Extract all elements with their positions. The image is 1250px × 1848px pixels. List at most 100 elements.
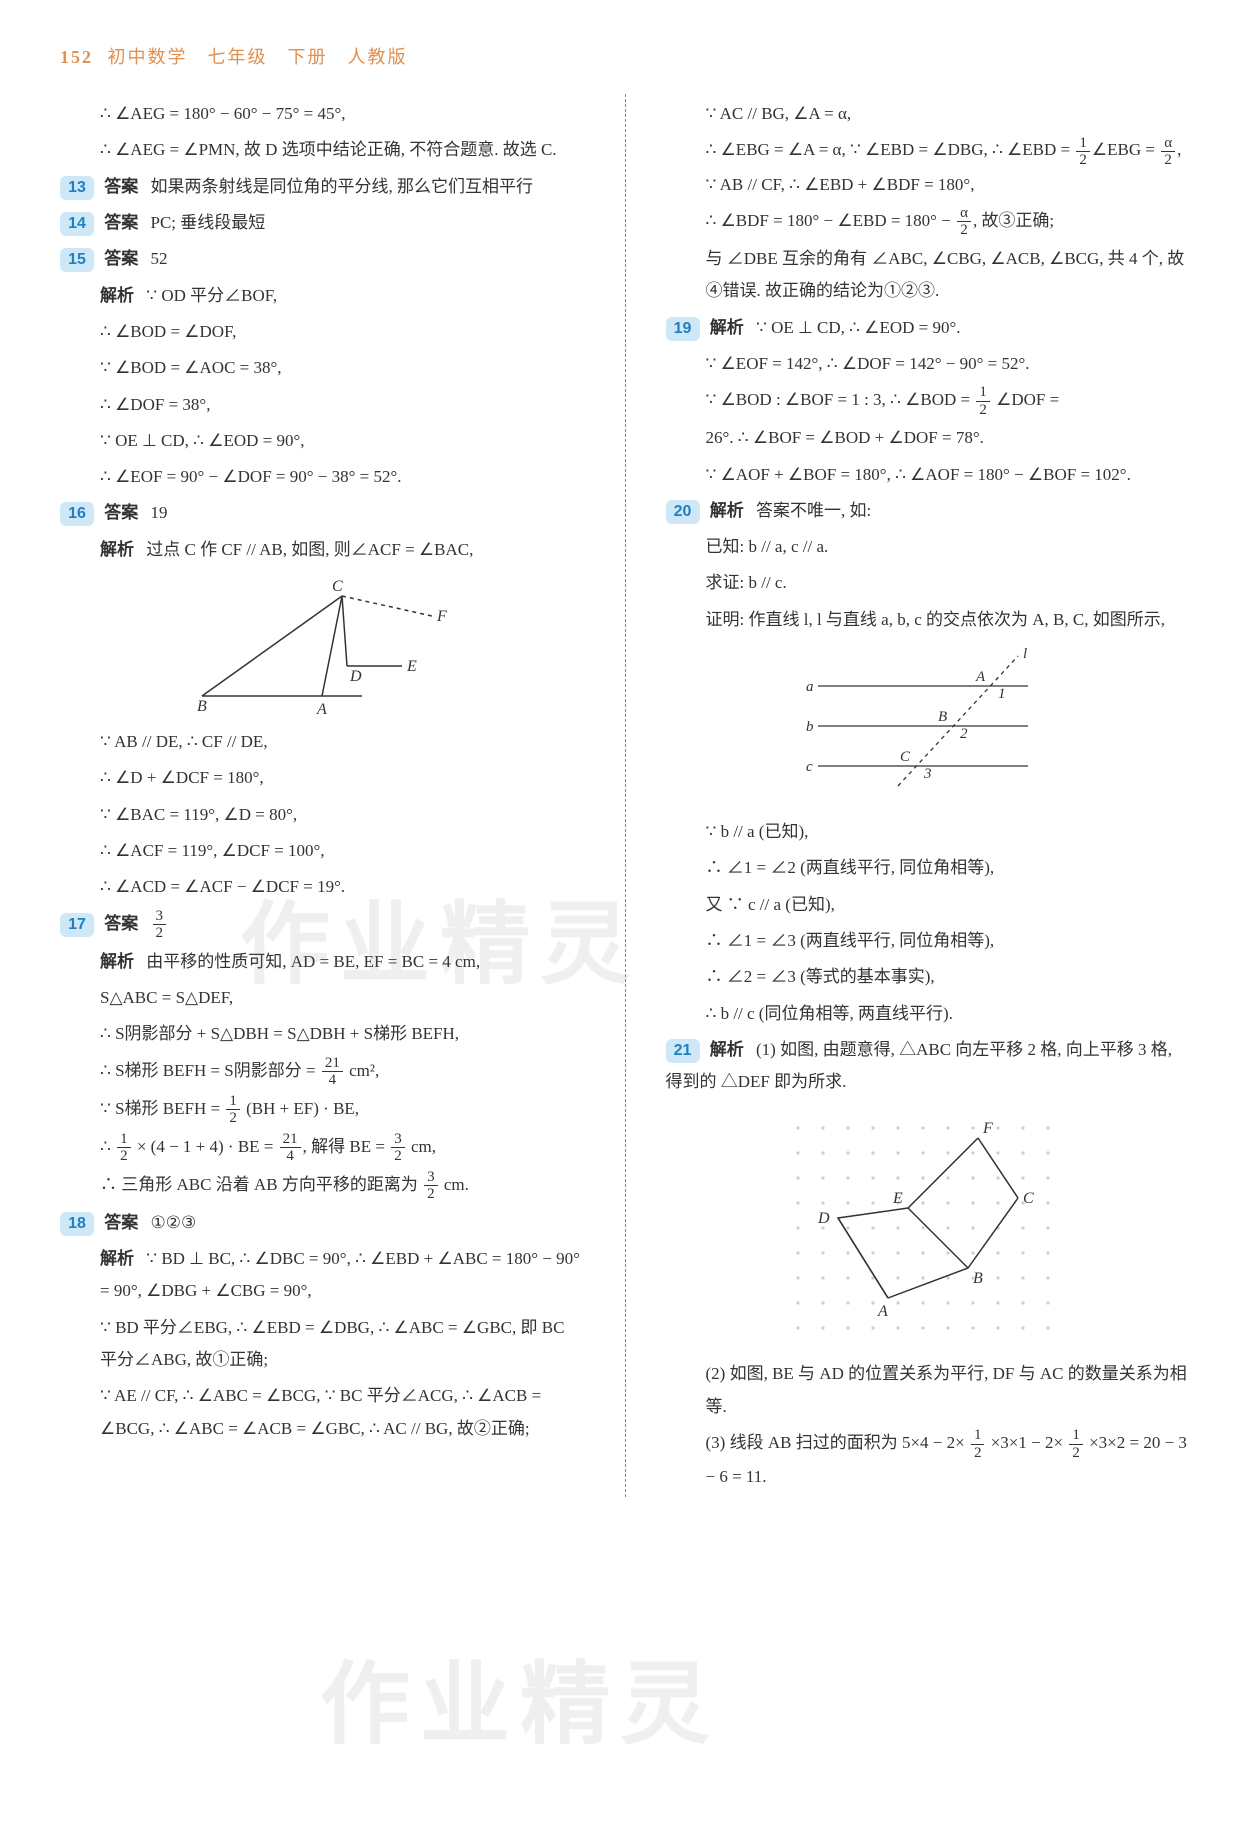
answer-label: 答案 [104, 213, 138, 232]
qnum-badge: 15 [60, 248, 94, 272]
svg-text:F: F [436, 608, 447, 625]
q15-line: ∵ ∠BOD = ∠AOC = 38°, [60, 352, 585, 384]
q20-given: 已知: b // a, c // a. [666, 531, 1191, 563]
svg-text:E: E [892, 1190, 903, 1207]
q18-cont: ∴ ∠EBG = ∠A = α, ∵ ∠EBD = ∠DBG, ∴ ∠EBD =… [666, 134, 1191, 200]
q15-line: ∵ OE ⊥ CD, ∴ ∠EOD = 90°, [60, 425, 585, 457]
q17-line: ∴ S梯形 BEFH = S阴影部分 = 214 cm², [60, 1055, 585, 1089]
q20-line: ∴ b // c (同位角相等, 两直线平行). [666, 998, 1191, 1030]
q14: 14 答案 PC; 垂线段最短 [60, 207, 585, 239]
q17-answer: 17 答案 32 [60, 908, 585, 942]
svg-text:a: a [806, 679, 814, 695]
analysis-label: 解析 [710, 501, 744, 520]
q18-intro: 解析 ∵ BD ⊥ BC, ∴ ∠DBC = 90°, ∴ ∠EBD + ∠AB… [60, 1243, 585, 1308]
q20-line: ∴ ∠2 = ∠3 (等式的基本事实), [666, 961, 1191, 993]
q19-line: ∵ ∠EOF = 142°, ∴ ∠DOF = 142° − 90° = 52°… [666, 348, 1191, 380]
q13: 13 答案 如果两条射线是同位角的平分线, 那么它们互相平行 [60, 171, 585, 203]
page-number: 152 [60, 47, 93, 67]
watermark-2: 作业精灵 [320, 1620, 720, 1791]
answer-label: 答案 [104, 914, 138, 933]
q16-line: ∴ ∠ACF = 119°, ∠DCF = 100°, [60, 835, 585, 867]
page: 作业精灵 作业精灵 152 初中数学 七年级 下册 人教版 ∴ ∠AEG = 1… [60, 40, 1190, 1497]
right-column: ∵ AC // BG, ∠A = α, ∴ ∠EBG = ∠A = α, ∵ ∠… [666, 94, 1191, 1497]
analysis-label: 解析 [710, 318, 744, 337]
page-header: 152 初中数学 七年级 下册 人教版 [60, 40, 1190, 74]
q18-cont: 与 ∠DBE 互余的角有 ∠ABC, ∠CBG, ∠ACB, ∠BCG, 共 4… [666, 243, 1191, 308]
q17-line: ∴ 12 × (4 − 1 + 4) · BE = 214, 解得 BE = 3… [60, 1131, 585, 1165]
qnum-badge: 16 [60, 502, 94, 526]
svg-text:A: A [975, 669, 986, 685]
answer-text: 如果两条射线是同位角的平分线, 那么它们互相平行 [151, 177, 534, 196]
q15-answer: 15 答案 52 [60, 243, 585, 275]
analysis-label: 解析 [100, 952, 134, 971]
svg-text:b: b [806, 719, 814, 735]
q20-proof-intro: 证明: 作直线 l, l 与直线 a, b, c 的交点依次为 A, B, C,… [666, 604, 1191, 636]
q20: 20 解析 答案不唯一, 如: [666, 495, 1191, 527]
q21: 21 解析 (1) 如图, 由题意得, △ABC 向左平移 2 格, 向上平移 … [666, 1034, 1191, 1099]
analysis-label: 解析 [100, 286, 134, 305]
q18-cont: ∴ ∠BDF = 180° − ∠EBD = 180° − α2, 故③正确; [666, 205, 1191, 239]
answer-label: 答案 [104, 177, 138, 196]
answer-text: 52 [151, 249, 168, 268]
q19-line: 26°. ∴ ∠BOF = ∠BOD + ∠DOF = 78°. [666, 422, 1191, 454]
q17-intro: 解析 由平移的性质可知, AD = BE, EF = BC = 4 cm, [60, 946, 585, 978]
svg-text:A: A [877, 1303, 888, 1320]
answer-text: ①②③ [151, 1213, 197, 1232]
q15-line: ∴ ∠DOF = 38°, [60, 389, 585, 421]
analysis-label: 解析 [710, 1040, 744, 1059]
column-divider [625, 94, 626, 1497]
q20-line: ∵ b // a (已知), [666, 816, 1191, 848]
q16-answer: 16 答案 19 [60, 497, 585, 529]
svg-text:B: B [938, 709, 947, 725]
svg-text:1: 1 [998, 686, 1006, 702]
q21-p3: (3) 线段 AB 扫过的面积为 5×4 − 2× 12 ×3×1 − 2× 1… [666, 1427, 1191, 1493]
analysis-label: 解析 [100, 1249, 134, 1268]
answer-label: 答案 [104, 1213, 138, 1232]
q16-line: ∵ AB // DE, ∴ CF // DE, [60, 726, 585, 758]
answer-label: 答案 [104, 249, 138, 268]
q20-line: 又 ∵ c // a (已知), [666, 889, 1191, 921]
two-column-layout: ∴ ∠AEG = 180° − 60° − 75° = 45°, ∴ ∠AEG … [60, 94, 1190, 1497]
page-title: 初中数学 七年级 下册 人教版 [108, 47, 408, 67]
q18-line: ∵ BD 平分∠EBG, ∴ ∠EBD = ∠DBG, ∴ ∠ABC = ∠GB… [60, 1312, 585, 1377]
q19-line: ∵ ∠BOD : ∠BOF = 1 : 3, ∴ ∠BOD = 12 ∠DOF … [666, 384, 1191, 418]
q19-line: ∵ ∠AOF + ∠BOF = 180°, ∴ ∠AOF = 180° − ∠B… [666, 459, 1191, 491]
svg-text:2: 2 [960, 726, 968, 742]
q20-diagram: a b c l A 1 B 2 C 3 [798, 646, 1058, 806]
q18-answer: 18 答案 ①②③ [60, 1207, 585, 1239]
grid-dots [797, 1127, 1049, 1329]
q16-line: ∴ ∠ACD = ∠ACF − ∠DCF = 19°. [60, 871, 585, 903]
q17-line: ∴ 三角形 ABC 沿着 AB 方向平移的距离为 32 cm. [60, 1169, 585, 1203]
q18-cont: ∵ AC // BG, ∠A = α, [666, 98, 1191, 130]
q20-prove: 求证: b // c. [666, 567, 1191, 599]
answer-frac: 32 [153, 908, 167, 942]
qnum-badge: 13 [60, 176, 94, 200]
analysis-label: 解析 [100, 540, 134, 559]
svg-text:E: E [406, 658, 417, 675]
q16-line: ∵ ∠BAC = 119°, ∠D = 80°, [60, 799, 585, 831]
q19: 19 解析 ∵ OE ⊥ CD, ∴ ∠EOD = 90°. [666, 312, 1191, 344]
svg-text:A: A [316, 701, 327, 716]
svg-text:C: C [332, 578, 343, 595]
svg-text:C: C [900, 749, 911, 765]
answer-label: 答案 [104, 503, 138, 522]
q16-intro: 解析 过点 C 作 CF // AB, 如图, 则∠ACF = ∠BAC, [60, 534, 585, 566]
svg-text:B: B [973, 1270, 983, 1287]
svg-text:D: D [817, 1210, 830, 1227]
q17-line: S△ABC = S△DEF, [60, 982, 585, 1014]
qnum-badge: 21 [666, 1039, 700, 1063]
svg-text:C: C [1023, 1190, 1034, 1207]
svg-text:l: l [1023, 646, 1027, 662]
q21-p2: (2) 如图, BE 与 AD 的位置关系为平行, DF 与 AC 的数量关系为… [666, 1358, 1191, 1423]
q20-line: ∴ ∠1 = ∠3 (两直线平行, 同位角相等), [666, 925, 1191, 957]
pre-line: ∴ ∠AEG = ∠PMN, 故 D 选项中结论正确, 不符合题意. 故选 C. [60, 134, 585, 166]
pre-line: ∴ ∠AEG = 180° − 60° − 75° = 45°, [60, 98, 585, 130]
q17-line: ∴ S阴影部分 + S△DBH = S△DBH + S梯形 BEFH, [60, 1018, 585, 1050]
q15-jx: 解析 ∵ OD 平分∠BOF, [60, 280, 585, 312]
q17-line: ∵ S梯形 BEFH = 12 (BH + EF) · BE, [60, 1093, 585, 1127]
q18-line: ∵ AE // CF, ∴ ∠ABC = ∠BCG, ∵ BC 平分∠ACG, … [60, 1380, 585, 1445]
answer-text: PC; 垂线段最短 [151, 213, 266, 232]
q20-line: ∴ ∠1 = ∠2 (两直线平行, 同位角相等), [666, 852, 1191, 884]
answer-text: 19 [151, 503, 168, 522]
svg-text:F: F [982, 1120, 993, 1137]
